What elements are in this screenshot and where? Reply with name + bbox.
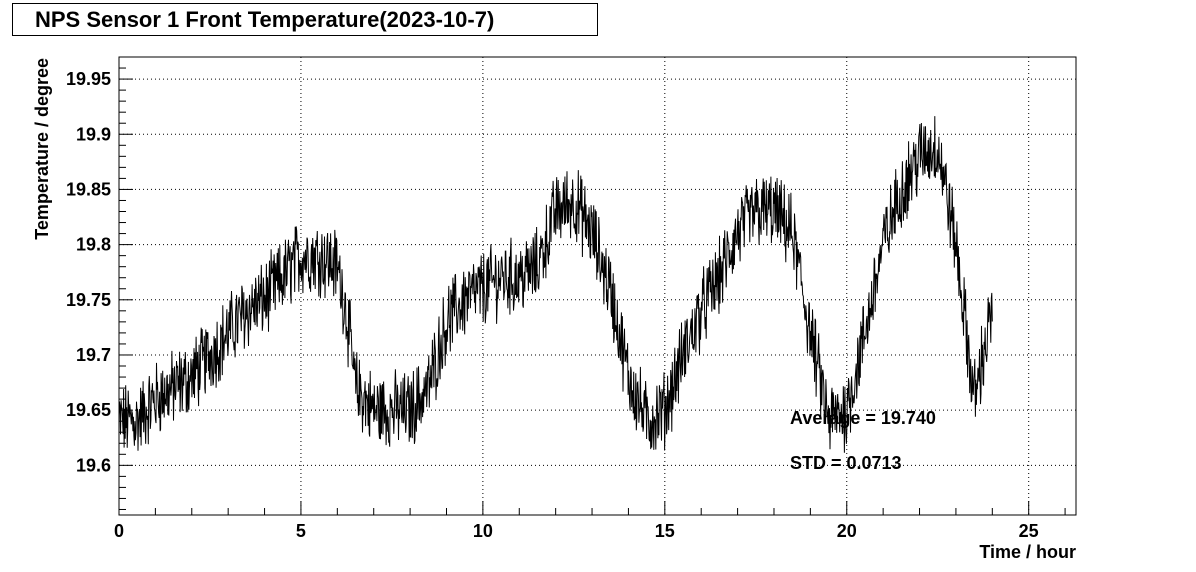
y-axis-title: Temperature / degree xyxy=(32,58,52,240)
x-tick-label: 10 xyxy=(473,521,493,541)
x-tick-label: 20 xyxy=(837,521,857,541)
y-tick-label: 19.85 xyxy=(66,179,111,199)
chart-title: NPS Sensor 1 Front Temperature(2023-10-7… xyxy=(12,3,598,36)
x-axis-title: Time / hour xyxy=(979,542,1076,562)
x-tick-label: 15 xyxy=(655,521,675,541)
annotation-average: Average = 19.740 xyxy=(790,408,936,428)
x-tick-label: 5 xyxy=(296,521,306,541)
x-tick-label: 25 xyxy=(1019,521,1039,541)
annotation-std: STD = 0.0713 xyxy=(790,453,902,473)
y-tick-label: 19.65 xyxy=(66,400,111,420)
y-tick-label: 19.8 xyxy=(76,235,111,255)
x-tick-label: 0 xyxy=(114,521,124,541)
y-tick-label: 19.75 xyxy=(66,290,111,310)
tick-labels: 0 5 10 15 20 25 19.6 19.65 19.7 19.75 19.8 19.85 19.… xyxy=(66,69,1039,541)
y-tick-label: 19.95 xyxy=(66,69,111,89)
y-tick-label: 19.7 xyxy=(76,345,111,365)
plot-frame xyxy=(118,56,1077,516)
series-line-temperature xyxy=(118,116,993,453)
axis-ticks xyxy=(118,56,1066,515)
y-tick-label: 19.6 xyxy=(76,455,111,475)
y-tick-label: 19.9 xyxy=(76,124,111,144)
grid-lines xyxy=(118,57,1076,515)
